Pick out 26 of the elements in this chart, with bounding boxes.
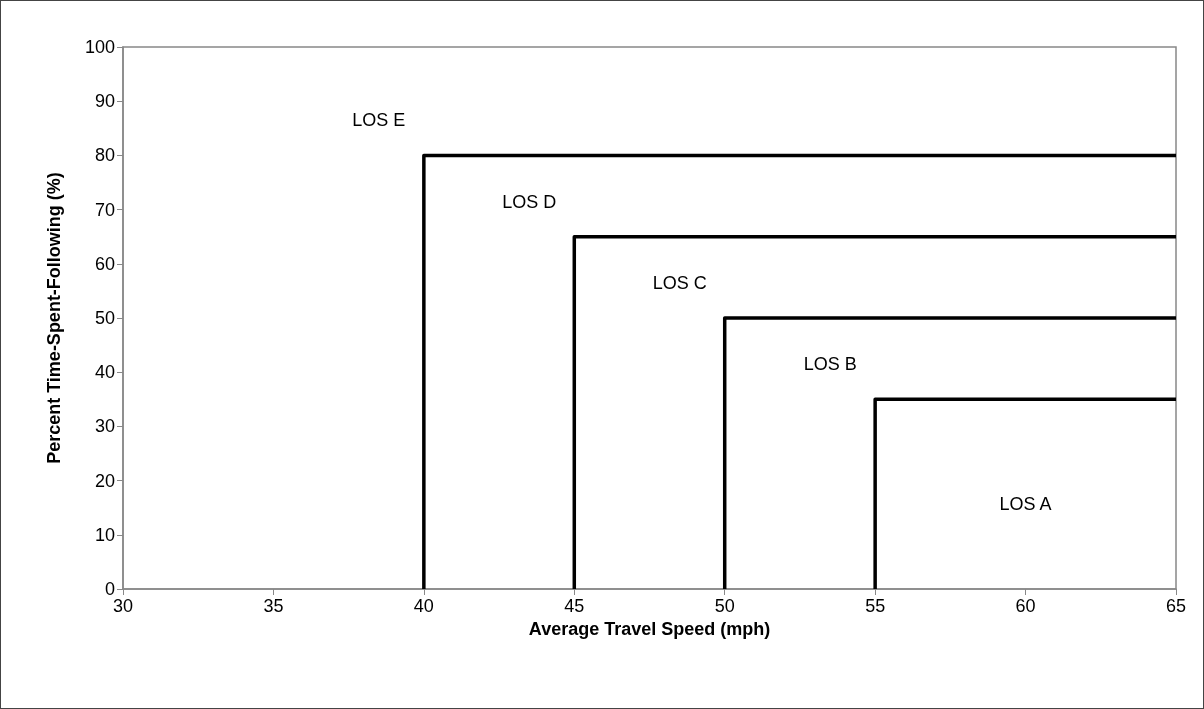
y-tick-label: 40 — [94, 362, 115, 383]
y-tick-label: 10 — [94, 524, 115, 545]
x-tick-label: 55 — [865, 596, 886, 616]
x-tick-label: 60 — [1015, 596, 1036, 616]
y-tick-label: 30 — [94, 416, 115, 437]
y-tick-label: 80 — [94, 145, 115, 166]
x-tick-label: 35 — [263, 596, 284, 616]
y-tick-label: 70 — [94, 199, 115, 220]
y-tick-label: 60 — [94, 253, 115, 274]
x-tick-label: 50 — [714, 596, 735, 616]
annotation: LOS C — [652, 273, 707, 293]
x-tick-label: 30 — [112, 596, 134, 616]
y-tick-label: 100 — [84, 37, 115, 57]
x-tick-label: 45 — [564, 596, 585, 616]
x-tick-label: 65 — [1165, 596, 1187, 616]
annotation: LOS E — [352, 110, 406, 131]
y-axis-title: Percent Time-Spent-Following (%) — [44, 172, 64, 464]
annotation: LOS D — [502, 191, 557, 212]
annotation: LOS B — [803, 354, 857, 375]
y-tick-label: 0 — [104, 579, 115, 599]
x-tick-label: 40 — [413, 596, 434, 616]
y-tick-label: 20 — [94, 470, 115, 491]
y-tick-label: 50 — [94, 308, 115, 328]
annotation: LOS A — [999, 493, 1052, 514]
x-axis-title: Average Travel Speed (mph) — [528, 618, 771, 639]
y-tick-label: 90 — [94, 91, 115, 112]
